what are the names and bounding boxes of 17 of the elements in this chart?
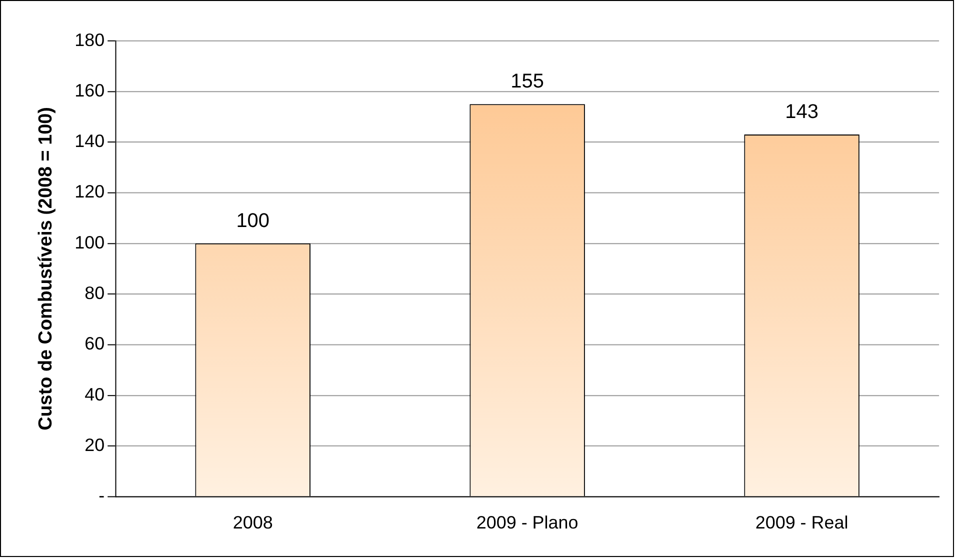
x-tick-label: 2008 [232,512,273,532]
x-tick-label: 2009 - Plano [476,512,578,532]
y-axis-title: Custo de Combustíveis (2008 = 100) [36,107,57,430]
y-tick-label: 160 [74,80,105,100]
y-tick-label: 60 [84,334,105,354]
y-tick-label: 80 [84,283,105,304]
y-tick-label: 180 [74,30,105,50]
y-tick-label: 100 [74,232,105,252]
y-tick-label: 140 [74,131,105,152]
y-tick-label: 20 [84,434,105,455]
data-label: 143 [785,101,818,124]
data-label: 100 [236,210,270,232]
data-label: 155 [510,70,544,93]
x-tick-label: 2009 - Real [755,512,848,532]
y-tick-label: - [98,486,105,506]
y-tick-label: 120 [74,182,105,202]
y-tick-label: 40 [84,384,105,404]
